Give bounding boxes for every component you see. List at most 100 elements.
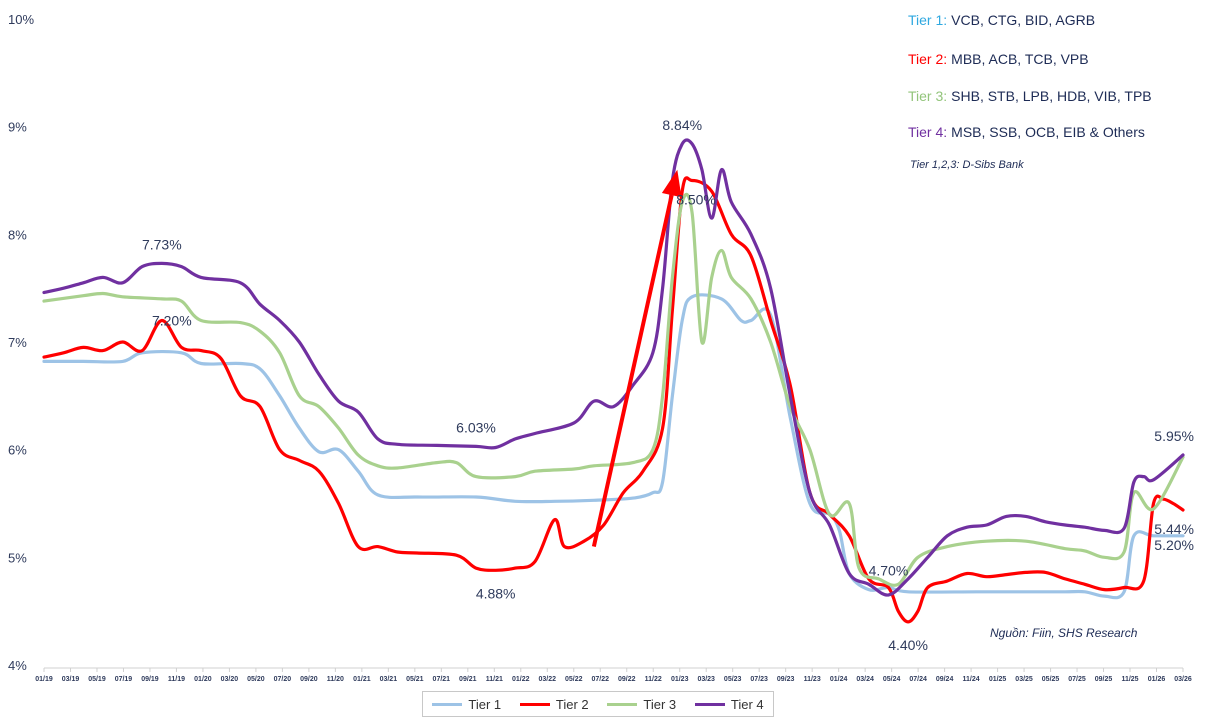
x-tick-label: 05/19 bbox=[88, 676, 106, 683]
x-tick-label: 01/22 bbox=[512, 676, 530, 683]
legend-swatch-tier-2 bbox=[519, 702, 550, 706]
x-tick-label: 11/20 bbox=[327, 676, 344, 683]
tier-4-name: Tier 4: bbox=[908, 124, 948, 140]
x-tick-label: 07/23 bbox=[750, 676, 768, 683]
legend-item-tier-2: Tier 2 bbox=[519, 696, 589, 712]
data-label: 7.73% bbox=[142, 236, 182, 252]
x-tick-label: 07/22 bbox=[591, 676, 609, 683]
y-tick-label: 4% bbox=[8, 658, 27, 673]
x-tick-label: 01/26 bbox=[1148, 676, 1166, 683]
y-tick-label: 8% bbox=[8, 227, 27, 242]
legend-item-tier-3: Tier 3 bbox=[607, 697, 676, 712]
data-label: 5.95% bbox=[1154, 428, 1194, 444]
trend-arrow bbox=[591, 169, 682, 547]
x-tick-label: 09/21 bbox=[459, 676, 477, 683]
y-tick-label: 10% bbox=[8, 12, 34, 27]
x-tick-label: 03/24 bbox=[856, 676, 874, 683]
x-tick-label: 03/25 bbox=[1015, 676, 1033, 683]
x-tick-label: 11/19 bbox=[168, 676, 185, 683]
x-tick-label: 09/19 bbox=[141, 676, 159, 683]
data-label: 4.40% bbox=[888, 637, 928, 653]
tier-1-note: Tier 1: VCB, CTG, BID, AGRB bbox=[908, 12, 1095, 28]
series-line-tier-4 bbox=[42, 138, 1185, 597]
x-tick-label: 03/20 bbox=[221, 676, 239, 683]
legend-label-tier-1: Tier 1 bbox=[468, 696, 502, 712]
dsibs-note: Tier 1,2,3: D-Sibs Bank bbox=[910, 159, 1024, 171]
legend-swatch-tier-3 bbox=[607, 702, 638, 706]
x-tick-label: 09/24 bbox=[936, 676, 954, 683]
data-label: 6.03% bbox=[456, 419, 496, 435]
data-label: 8.84% bbox=[662, 117, 702, 133]
arrow-shaft bbox=[591, 194, 674, 547]
x-tick-label: 09/22 bbox=[618, 676, 636, 683]
x-tick-label: 03/23 bbox=[697, 676, 715, 683]
x-axis: 01/19 03/19 05/19 07/19 09/19 11/19 01/20 03/20… bbox=[35, 667, 1192, 683]
x-tick-label: 03/19 bbox=[62, 676, 80, 683]
x-tick-label: 01/19 bbox=[35, 676, 53, 683]
legend-swatch-tier-1 bbox=[432, 702, 463, 706]
tier-2-note: Tier 2: MBB, ACB, TCB, VPB bbox=[908, 51, 1089, 67]
data-labels: 7.73% 7.20% 6.03% 4.88% 8.84% 8.50% 4.70% 4.40%… bbox=[142, 117, 1194, 653]
legend-item-tier-1: Tier 1 bbox=[432, 697, 501, 712]
data-label: 8.50% bbox=[676, 192, 716, 208]
x-tick-label: 11/21 bbox=[486, 676, 503, 683]
x-tick-label: 09/23 bbox=[777, 676, 795, 683]
tier-1-banks: VCB, CTG, BID, AGRB bbox=[951, 12, 1096, 28]
x-tick-label: 03/26 bbox=[1174, 676, 1192, 683]
x-tick-label: 05/21 bbox=[406, 676, 424, 683]
data-label: 5.44% bbox=[1154, 521, 1194, 537]
data-label: 5.20% bbox=[1154, 537, 1194, 553]
legend-label-tier-4: Tier 4 bbox=[730, 696, 764, 712]
legend-item-tier-4: Tier 4 bbox=[694, 696, 764, 712]
x-tick-label: 11/25 bbox=[1121, 676, 1138, 683]
tier-4-note: Tier 4: MSB, SSB, OCB, EIB & Others bbox=[908, 124, 1145, 140]
chart-legend: Tier 1 Tier 2 Tier 3 Tier 4 bbox=[422, 691, 774, 717]
legend-swatch-tier-4 bbox=[694, 702, 725, 706]
x-tick-label: 05/23 bbox=[724, 676, 742, 683]
tier-2-name: Tier 2: bbox=[908, 51, 948, 67]
legend-label-tier-3: Tier 3 bbox=[643, 696, 677, 712]
series-line-tier-3 bbox=[42, 192, 1185, 587]
series-line-tier-2 bbox=[42, 176, 1185, 624]
y-tick-label: 6% bbox=[8, 443, 27, 458]
tier-3-name: Tier 3: bbox=[908, 88, 948, 104]
data-label: 4.70% bbox=[869, 563, 909, 579]
x-tick-label: 09/25 bbox=[1095, 676, 1113, 683]
tier-3-banks: SHB, STB, LPB, HDB, VIB, TPB bbox=[951, 88, 1152, 104]
x-tick-label: 11/23 bbox=[804, 676, 821, 683]
arrow-head bbox=[661, 169, 682, 198]
y-tick-label: 5% bbox=[8, 550, 27, 565]
data-label: 4.88% bbox=[476, 585, 516, 601]
x-tick-label: 05/22 bbox=[565, 676, 583, 683]
x-tick-label: 01/20 bbox=[194, 676, 212, 683]
tier-4-banks: MSB, SSB, OCB, EIB & Others bbox=[951, 124, 1145, 140]
x-tick-label: 11/22 bbox=[645, 676, 662, 683]
x-tick-label: 01/25 bbox=[989, 676, 1007, 683]
y-tick-label: 9% bbox=[8, 120, 27, 135]
x-tick-label: 09/20 bbox=[300, 676, 318, 683]
x-tick-label: 05/20 bbox=[247, 676, 265, 683]
x-tick-label: 07/20 bbox=[274, 676, 292, 683]
series-line-tier-1 bbox=[42, 293, 1185, 600]
x-tick-label: 07/24 bbox=[909, 676, 927, 683]
x-tick-label: 03/22 bbox=[539, 676, 557, 683]
series-lines bbox=[42, 138, 1185, 624]
x-tick-label: 11/24 bbox=[963, 676, 980, 683]
y-tick-label: 7% bbox=[8, 335, 27, 350]
x-tick-label: 05/24 bbox=[883, 676, 901, 683]
tier-3-note: Tier 3: SHB, STB, LPB, HDB, VIB, TPB bbox=[908, 88, 1152, 104]
x-tick-label: 07/25 bbox=[1068, 676, 1086, 683]
x-tick-label: 03/21 bbox=[380, 676, 398, 683]
x-tick-label: 01/21 bbox=[353, 676, 371, 683]
source-note: Nguồn: Fiin, SHS Research bbox=[990, 626, 1138, 640]
legend-label-tier-2: Tier 2 bbox=[555, 696, 589, 712]
x-tick-label: 01/23 bbox=[671, 676, 689, 683]
x-tick-label: 01/24 bbox=[830, 676, 848, 683]
data-label: 7.20% bbox=[152, 312, 192, 328]
tier-1-name: Tier 1: bbox=[908, 12, 948, 28]
tier-2-banks: MBB, ACB, TCB, VPB bbox=[951, 51, 1089, 67]
x-tick-label: 07/21 bbox=[433, 676, 451, 683]
x-tick-label: 07/19 bbox=[115, 676, 133, 683]
x-tick-label: 05/25 bbox=[1042, 676, 1060, 683]
